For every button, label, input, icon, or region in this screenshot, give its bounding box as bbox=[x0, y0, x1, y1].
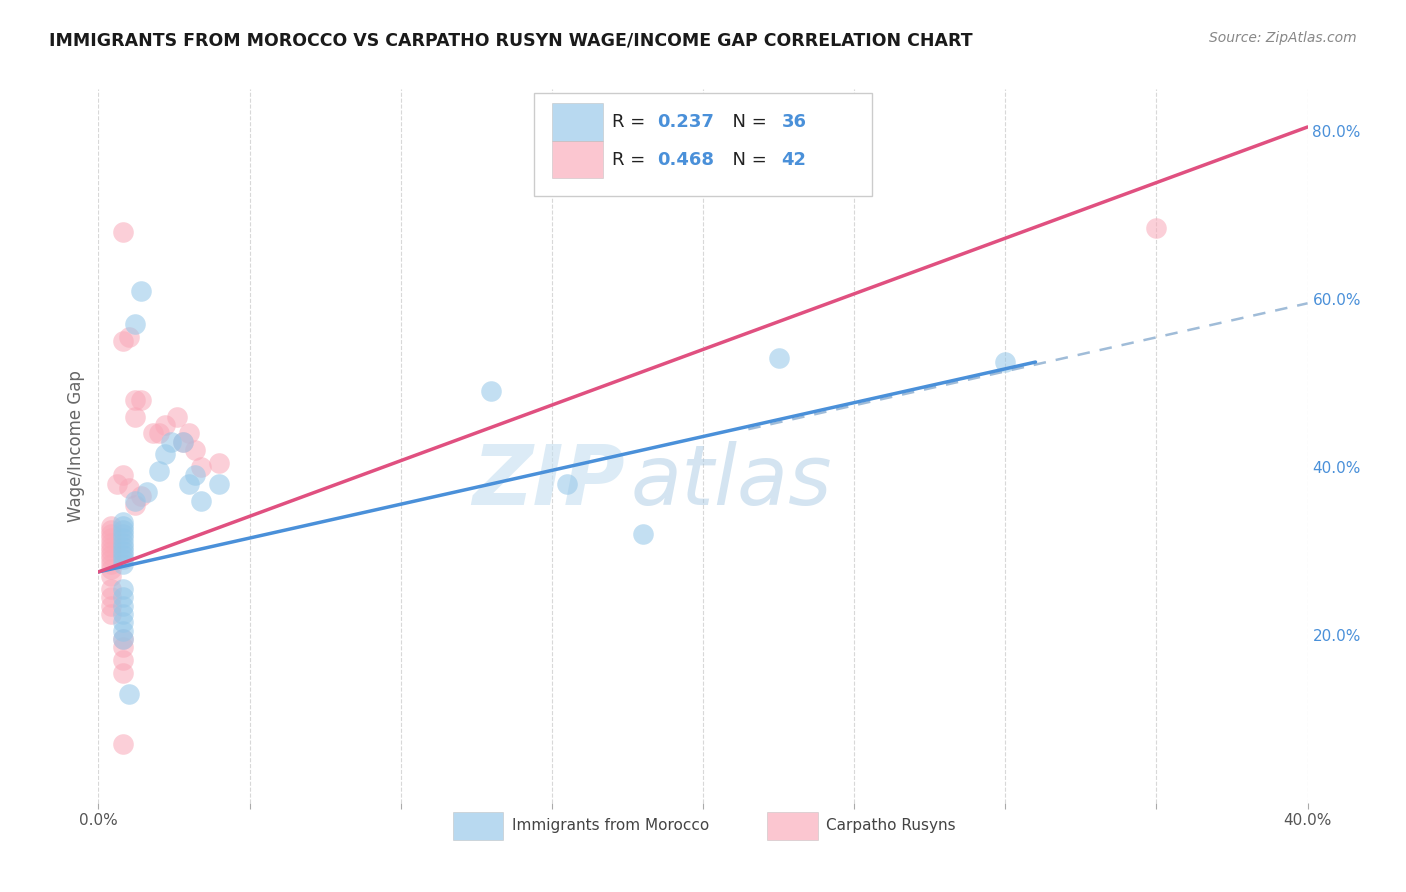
Point bbox=[111, 607, 134, 621]
Point bbox=[118, 481, 141, 495]
Text: R =: R = bbox=[613, 113, 651, 131]
Point bbox=[184, 443, 207, 458]
Point bbox=[111, 615, 134, 630]
Point bbox=[142, 426, 165, 441]
Point bbox=[148, 464, 170, 478]
Point bbox=[111, 468, 134, 483]
Point bbox=[111, 632, 134, 646]
Point bbox=[111, 527, 134, 541]
Point bbox=[129, 489, 152, 503]
Text: 0.237: 0.237 bbox=[657, 113, 714, 131]
Point bbox=[100, 518, 122, 533]
Point bbox=[111, 582, 134, 596]
FancyBboxPatch shape bbox=[534, 93, 872, 196]
Point bbox=[111, 334, 134, 348]
Point bbox=[118, 687, 141, 701]
Point bbox=[481, 384, 503, 399]
Point bbox=[100, 532, 122, 546]
Point bbox=[111, 590, 134, 604]
Point bbox=[100, 544, 122, 558]
Text: 36: 36 bbox=[782, 113, 807, 131]
Point bbox=[100, 540, 122, 554]
Point bbox=[124, 493, 146, 508]
Point bbox=[105, 476, 128, 491]
Point bbox=[100, 548, 122, 562]
FancyBboxPatch shape bbox=[551, 141, 603, 178]
Point bbox=[111, 665, 134, 680]
Point bbox=[100, 527, 122, 541]
Point bbox=[768, 351, 790, 365]
Text: 0.468: 0.468 bbox=[657, 151, 714, 169]
Point bbox=[208, 456, 231, 470]
Point bbox=[111, 737, 134, 751]
FancyBboxPatch shape bbox=[551, 103, 603, 141]
Point bbox=[111, 518, 134, 533]
Text: Immigrants from Morocco: Immigrants from Morocco bbox=[512, 818, 709, 833]
Point bbox=[124, 318, 146, 332]
Point bbox=[1144, 220, 1167, 235]
Point bbox=[111, 515, 134, 529]
Point bbox=[111, 624, 134, 638]
Text: 42: 42 bbox=[782, 151, 807, 169]
Point bbox=[100, 582, 122, 596]
Text: Carpatho Rusyns: Carpatho Rusyns bbox=[827, 818, 956, 833]
Point bbox=[111, 544, 134, 558]
Point bbox=[124, 392, 146, 407]
Text: Source: ZipAtlas.com: Source: ZipAtlas.com bbox=[1209, 31, 1357, 45]
FancyBboxPatch shape bbox=[453, 812, 503, 840]
Point bbox=[111, 535, 134, 549]
FancyBboxPatch shape bbox=[768, 812, 818, 840]
Text: IMMIGRANTS FROM MOROCCO VS CARPATHO RUSYN WAGE/INCOME GAP CORRELATION CHART: IMMIGRANTS FROM MOROCCO VS CARPATHO RUSY… bbox=[49, 31, 973, 49]
Point bbox=[100, 535, 122, 549]
Point bbox=[100, 607, 122, 621]
Point bbox=[994, 355, 1017, 369]
Point bbox=[124, 498, 146, 512]
Text: N =: N = bbox=[721, 151, 773, 169]
Point bbox=[111, 632, 134, 646]
Point bbox=[179, 426, 201, 441]
Y-axis label: Wage/Income Gap: Wage/Income Gap bbox=[66, 370, 84, 522]
Point bbox=[111, 225, 134, 239]
Point bbox=[166, 409, 188, 424]
Point bbox=[129, 392, 152, 407]
Point bbox=[184, 468, 207, 483]
Point bbox=[631, 527, 654, 541]
Point bbox=[100, 557, 122, 571]
Point bbox=[172, 434, 194, 449]
Point bbox=[124, 409, 146, 424]
Text: R =: R = bbox=[613, 151, 651, 169]
Point bbox=[111, 552, 134, 566]
Point bbox=[111, 548, 134, 562]
Point bbox=[555, 476, 578, 491]
Point bbox=[179, 476, 201, 491]
Point bbox=[135, 485, 157, 500]
Text: N =: N = bbox=[721, 113, 773, 131]
Point bbox=[111, 599, 134, 613]
Point bbox=[100, 569, 122, 583]
Point bbox=[153, 417, 176, 432]
Point bbox=[100, 552, 122, 566]
Point bbox=[160, 434, 183, 449]
Point bbox=[100, 599, 122, 613]
Point bbox=[129, 284, 152, 298]
Point bbox=[100, 562, 122, 576]
Point bbox=[111, 532, 134, 546]
Point bbox=[172, 434, 194, 449]
Point bbox=[111, 653, 134, 667]
Point bbox=[111, 640, 134, 655]
Point bbox=[153, 447, 176, 461]
Point bbox=[111, 557, 134, 571]
Point bbox=[190, 493, 212, 508]
Point bbox=[190, 460, 212, 475]
Point bbox=[148, 426, 170, 441]
Point bbox=[100, 523, 122, 537]
Point bbox=[111, 540, 134, 554]
Point bbox=[111, 523, 134, 537]
Text: ZIP: ZIP bbox=[472, 442, 624, 522]
Point bbox=[208, 476, 231, 491]
Point bbox=[100, 590, 122, 604]
Point bbox=[118, 330, 141, 344]
Text: atlas: atlas bbox=[630, 442, 832, 522]
